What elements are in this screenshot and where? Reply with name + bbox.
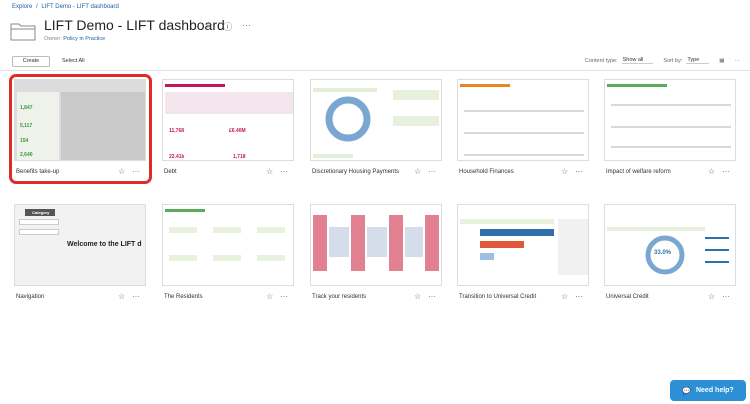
divider [0, 70, 750, 71]
card-thumbnail[interactable] [604, 79, 736, 161]
favorite-star-icon[interactable]: ☆ [708, 292, 716, 301]
card-thumbnail[interactable]: 33.0% [604, 204, 736, 286]
sort-select[interactable]: Type [686, 57, 710, 64]
more-options-icon[interactable]: ··· [428, 292, 436, 301]
card-label[interactable]: Benefits take-up [16, 169, 60, 175]
selected-card-highlight [9, 74, 152, 184]
card-label[interactable]: Transition to Universal Credit [459, 294, 537, 300]
card-track-your-residents[interactable]: Track your residents ☆ ··· [310, 204, 442, 301]
card-thumbnail[interactable] [310, 79, 442, 161]
card-label[interactable]: Track your residents [312, 294, 367, 300]
chat-icon: 💬 [682, 387, 691, 395]
more-options-icon[interactable]: ··· [132, 292, 140, 301]
card-thumbnail[interactable]: 11,768 £6.40M 22.41k 1,718 [162, 79, 294, 161]
favorite-star-icon[interactable]: ☆ [414, 167, 422, 176]
content-type-select[interactable]: Show all [621, 57, 654, 64]
card-label[interactable]: Discretionary Housing Payments [312, 169, 400, 175]
card-label[interactable]: Household Finances [459, 169, 514, 175]
favorite-star-icon[interactable]: ☆ [118, 167, 126, 176]
card-label[interactable]: Impact of welfare reform [606, 169, 671, 175]
more-options-icon[interactable]: ··· [722, 292, 730, 301]
sort-label: Sort by: [663, 57, 683, 64]
favorite-star-icon[interactable]: ☆ [561, 167, 569, 176]
grid-view-icon[interactable]: ▦ [719, 57, 725, 64]
card-label[interactable]: The Residents [164, 294, 203, 300]
donut-chart [325, 96, 371, 142]
more-options-icon[interactable]: ··· [280, 292, 288, 301]
breadcrumb-explore[interactable]: Explore [12, 4, 33, 10]
owner-line: Owner: Policy in Practice [44, 36, 106, 42]
more-options-icon[interactable]: ··· [575, 167, 583, 176]
favorite-star-icon[interactable]: ☆ [266, 167, 274, 176]
more-options-icon[interactable]: ··· [132, 167, 140, 176]
card-impact-of-welfare-reform[interactable]: Impact of welfare reform ☆ ··· [604, 79, 736, 176]
card-thumbnail[interactable]: 1,847 5,117 154 2,640 [14, 79, 146, 161]
donut-chart [645, 235, 685, 275]
more-options-icon[interactable]: ··· [428, 167, 436, 176]
more-options-icon[interactable]: ··· [575, 292, 583, 301]
breadcrumb-current[interactable]: LIFT Demo - LIFT dashboard [41, 4, 119, 10]
more-options-icon[interactable]: ··· [280, 167, 288, 176]
create-button[interactable]: Create [12, 56, 50, 67]
content-type-label: Content type: [584, 57, 618, 64]
card-thumbnail[interactable]: Category Welcome to the LIFT d [14, 204, 146, 286]
card-transition-to-universal-credit[interactable]: Transition to Universal Credit ☆ ··· [457, 204, 589, 301]
card-navigation[interactable]: Category Welcome to the LIFT d Navigatio… [14, 204, 146, 301]
list-view-icon[interactable]: ··· [734, 57, 741, 64]
card-thumbnail[interactable] [457, 204, 589, 286]
folder-icon [10, 23, 36, 41]
card-thumbnail[interactable] [457, 79, 589, 161]
favorite-star-icon[interactable]: ☆ [414, 292, 422, 301]
card-household-finances[interactable]: Household Finances ☆ ··· [457, 79, 589, 176]
favorite-star-icon[interactable]: ☆ [561, 292, 569, 301]
breadcrumb: Explore / LIFT Demo - LIFT dashboard [12, 4, 119, 10]
favorite-star-icon[interactable]: ☆ [205, 20, 214, 30]
card-universal-credit[interactable]: 33.0% Universal Credit ☆ ··· [604, 204, 736, 301]
card-thumbnail[interactable] [162, 204, 294, 286]
select-all-button[interactable]: Select All [62, 58, 85, 64]
card-label[interactable]: Universal Credit [606, 294, 649, 300]
owner-link[interactable]: Policy in Practice [63, 36, 106, 42]
card-label[interactable]: Debt [164, 169, 177, 175]
need-help-label: Need help? [695, 387, 734, 394]
favorite-star-icon[interactable]: ☆ [118, 292, 126, 301]
more-options-icon[interactable]: ··· [242, 20, 252, 30]
favorite-star-icon[interactable]: ☆ [266, 292, 274, 301]
more-options-icon[interactable]: ··· [722, 167, 730, 176]
favorite-star-icon[interactable]: ☆ [708, 167, 716, 176]
card-the-residents[interactable]: The Residents ☆ ··· [162, 204, 294, 301]
card-benefits-take-up[interactable]: 1,847 5,117 154 2,640 Benefits take-up ☆… [14, 79, 146, 176]
need-help-button[interactable]: 💬 Need help? [670, 380, 746, 401]
card-label[interactable]: Navigation [16, 294, 45, 300]
card-thumbnail[interactable] [310, 204, 442, 286]
page-title: LIFT Demo - LIFT dashboard [44, 17, 225, 33]
card-discretionary-housing-payments[interactable]: Discretionary Housing Payments ☆ ··· [310, 79, 442, 176]
card-debt[interactable]: 11,768 £6.40M 22.41k 1,718 Debt ☆ ··· [162, 79, 294, 176]
info-icon[interactable]: ⓘ [223, 22, 233, 32]
